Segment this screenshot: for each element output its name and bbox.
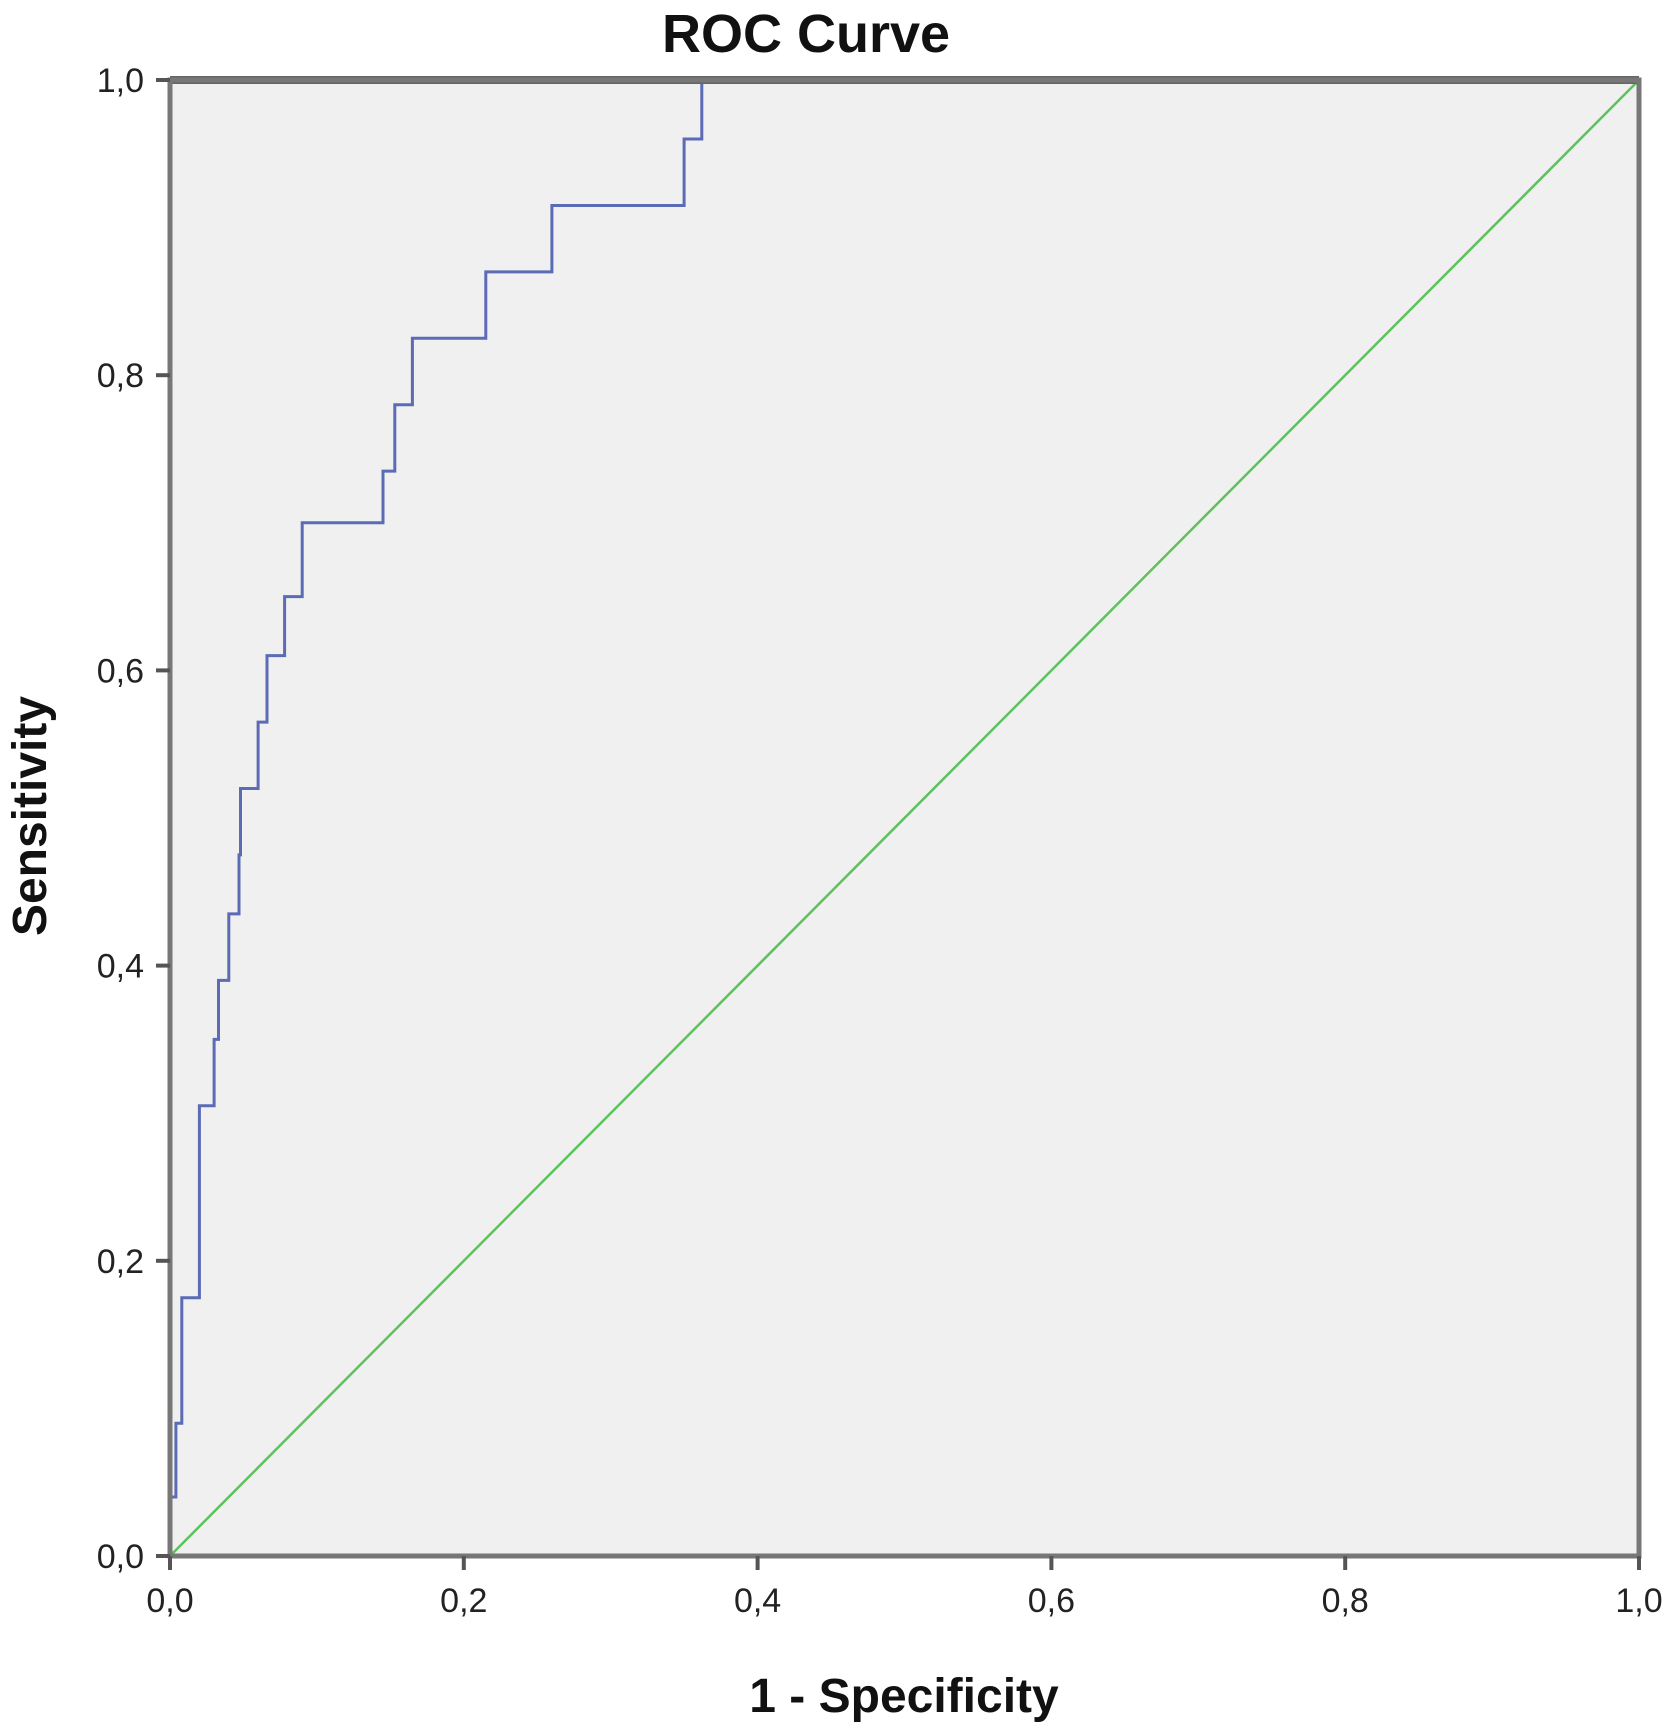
y-axis-label: Sensitivity <box>4 696 57 936</box>
y-tick-label: 0,2 <box>97 1243 144 1281</box>
roc-curve-line <box>168 78 1639 1556</box>
y-tick-label: 0,8 <box>97 357 144 395</box>
plot-frame <box>167 77 1642 1559</box>
x-tick-label: 0,6 <box>1028 1582 1075 1620</box>
x-tick-label: 0,4 <box>734 1582 781 1620</box>
reference-diagonal-line <box>169 79 1640 1557</box>
x-tick-label: 0,0 <box>146 1582 193 1620</box>
y-tick-label: 0,0 <box>97 1538 144 1576</box>
chart-title: ROC Curve <box>662 4 950 64</box>
y-axis-ticks: 0,0 0,2 0,4 0,6 0,8 1,0 <box>97 62 170 1576</box>
y-tick-label: 1,0 <box>97 62 144 100</box>
y-tick-label: 0,6 <box>97 652 144 690</box>
x-tick-label: 0,2 <box>440 1582 487 1620</box>
x-tick-label: 1,0 <box>1615 1582 1662 1620</box>
x-axis-label: 1 - Specificity <box>749 1670 1059 1723</box>
x-tick-label: 0,8 <box>1322 1582 1369 1620</box>
x-axis-ticks: 0,0 0,2 0,4 0,6 0,8 1,0 <box>146 1556 1663 1620</box>
y-tick-label: 0,4 <box>97 948 144 986</box>
